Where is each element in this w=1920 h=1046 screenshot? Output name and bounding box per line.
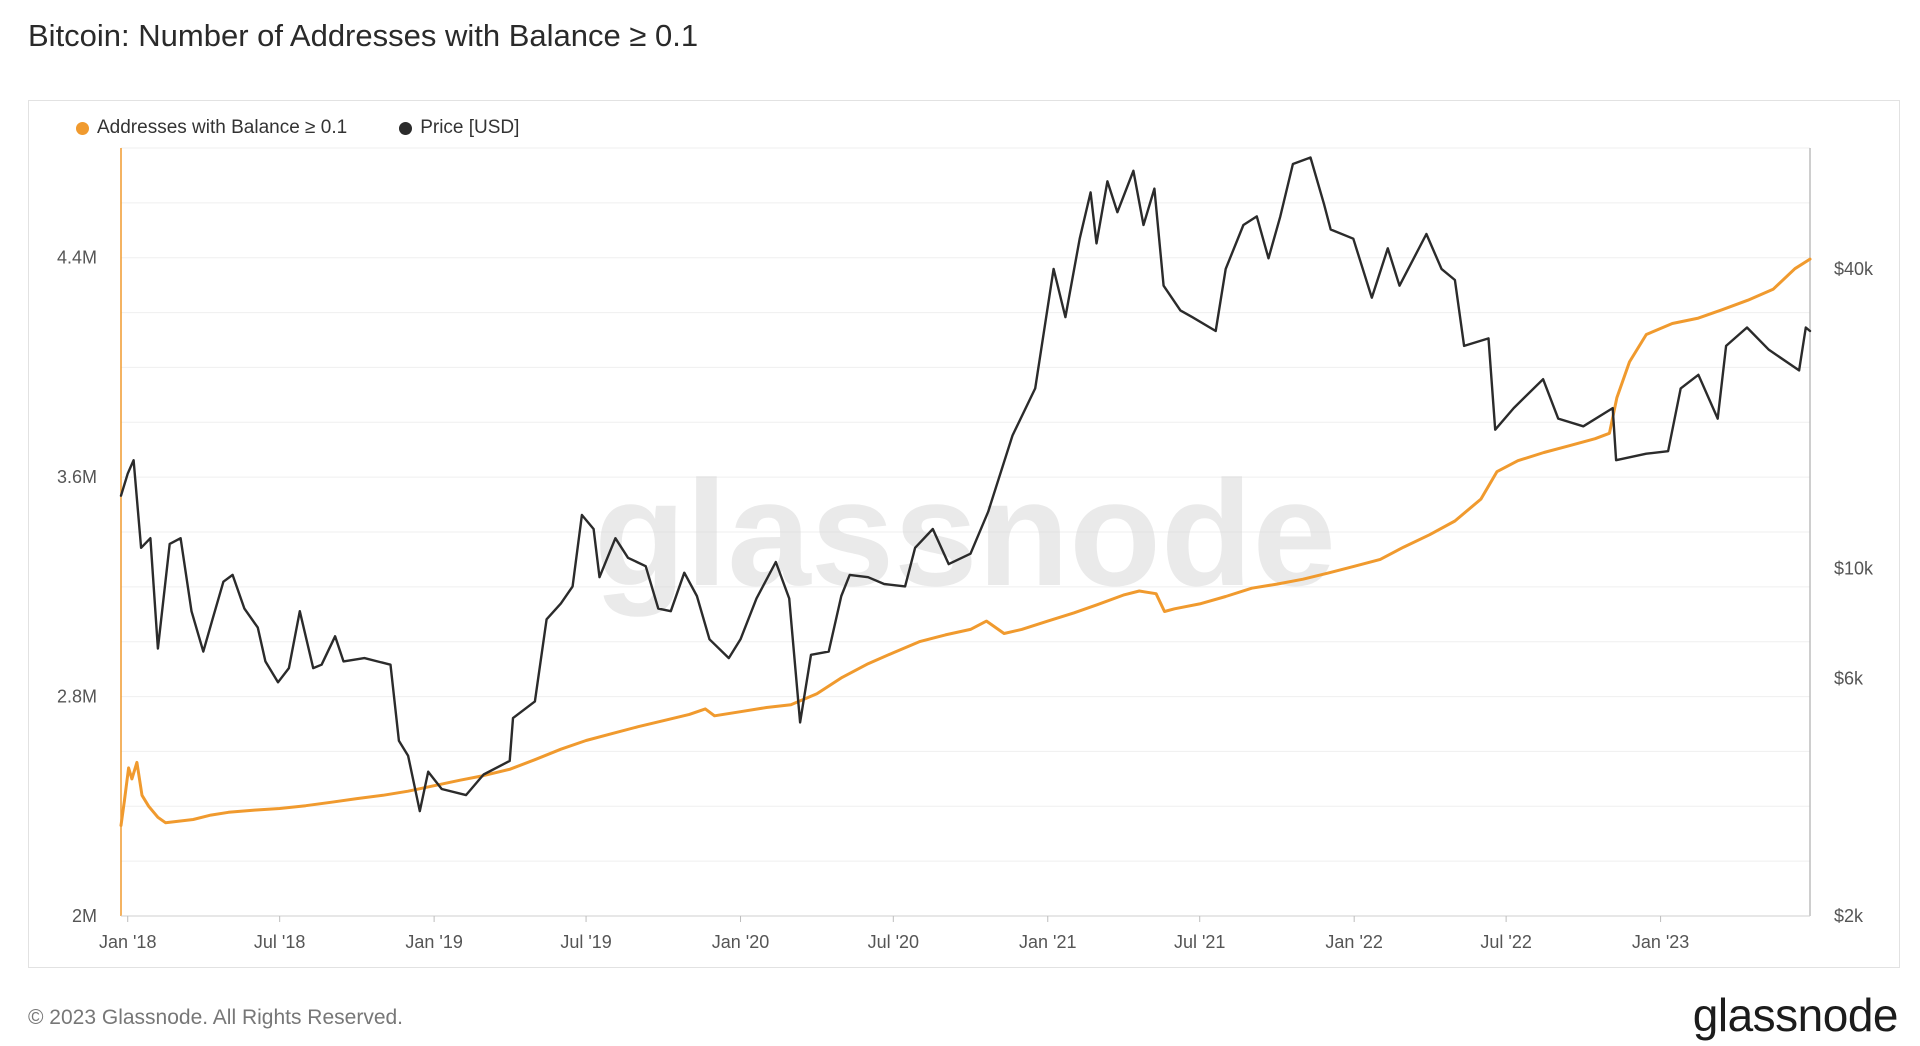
x-tick-label: Jul '19 (560, 932, 611, 952)
y-right-axis: $2k $6k $10k $40k (1834, 259, 1874, 926)
page-title: Bitcoin: Number of Addresses with Balanc… (28, 18, 699, 53)
legend-dot-addresses-icon (76, 121, 89, 135)
x-tick-label: Jul '20 (868, 932, 919, 952)
y-right-tick-label: $6k (1834, 669, 1864, 689)
x-tick-label: Jan '18 (99, 932, 156, 952)
x-tick-label: Jan '21 (1019, 932, 1076, 952)
legend: Addresses with Balance ≥ 0.1 Price [USD] (76, 117, 519, 139)
y-left-axis: 2M 2.8M 3.6M 4.4M (57, 248, 97, 926)
watermark: glassnode (594, 449, 1336, 617)
legend-item-price[interactable]: Price [USD] (399, 117, 519, 139)
x-tick-label: Jul '22 (1480, 932, 1531, 952)
y-left-tick-label: 2M (72, 906, 97, 926)
x-tick-label: Jan '23 (1632, 932, 1689, 952)
series-line-price (119, 156, 1812, 813)
legend-label-price: Price [USD] (420, 117, 520, 138)
legend-item-addresses[interactable]: Addresses with Balance ≥ 0.1 (76, 117, 347, 139)
x-tick-label: Jan '20 (712, 932, 769, 952)
series-line-addresses (119, 257, 1812, 827)
x-tick-label: Jan '19 (405, 932, 462, 952)
x-tick-label: Jan '22 (1325, 932, 1382, 952)
x-axis: Jan '18 Jul '18 Jan '19 Jul '19 Jan '20 Jul '… (99, 916, 1689, 952)
legend-label-addresses: Addresses with Balance ≥ 0.1 (97, 117, 348, 138)
y-left-tick-label: 2.8M (57, 687, 97, 707)
y-right-tick-label: $2k (1834, 906, 1864, 926)
brand-logo[interactable]: glassnode (1692, 989, 1899, 1041)
x-tick-label: Jul '21 (1174, 932, 1225, 952)
y-left-tick-label: 4.4M (57, 248, 97, 268)
y-left-tick-label: 3.6M (57, 467, 97, 487)
y-right-tick-label: $10k (1834, 558, 1874, 578)
copyright-footer: © 2023 Glassnode. All Rights Reserved. (28, 1006, 404, 1029)
legend-dot-price-icon (399, 121, 413, 135)
x-tick-label: Jul '18 (254, 932, 305, 952)
y-right-tick-label: $40k (1834, 259, 1874, 279)
